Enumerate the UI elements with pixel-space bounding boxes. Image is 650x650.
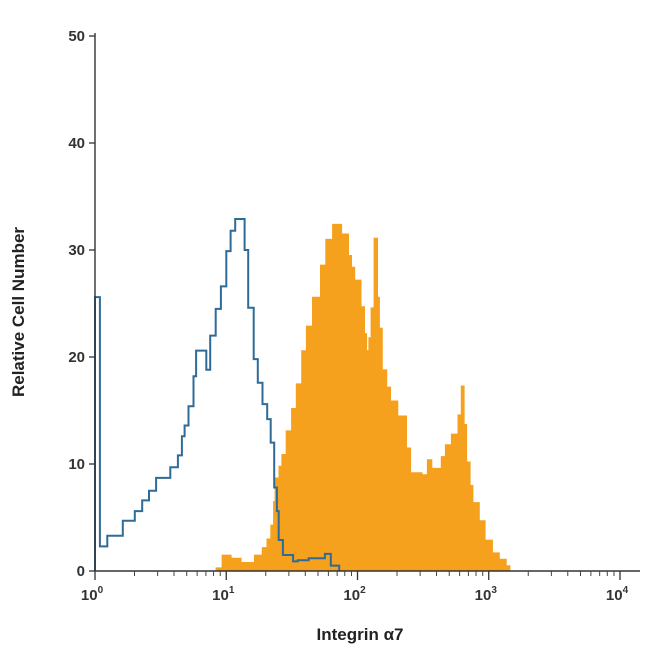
x-tick-label-base: 10 (81, 587, 98, 604)
x-axis-title: Integrin α7 (317, 625, 404, 644)
x-tick-label-base: 10 (475, 587, 492, 604)
histogram-outline-series (94, 218, 341, 571)
y-tick-label: 50 (68, 28, 85, 45)
x-tick-label-exponent: 4 (623, 585, 629, 596)
x-tick-label-base: 10 (606, 587, 623, 604)
x-tick-label-exponent: 3 (491, 585, 497, 596)
y-tick-label: 40 (68, 135, 85, 152)
histogram-filled-series (215, 223, 511, 572)
x-tick-label-base: 10 (212, 587, 229, 604)
x-tick-label-exponent: 2 (360, 585, 366, 596)
x-tick-label: 104 (606, 585, 629, 604)
x-tick-label-exponent: 1 (229, 585, 235, 596)
y-tick-label: 20 (68, 349, 85, 366)
x-tick-label: 101 (212, 585, 235, 604)
x-tick-label-base: 10 (343, 587, 360, 604)
y-tick-label: 10 (68, 456, 85, 473)
y-tick-label: 30 (68, 242, 85, 259)
x-tick-label-exponent: 0 (98, 585, 104, 596)
x-tick-label: 103 (475, 585, 498, 604)
x-tick-label: 102 (343, 585, 366, 604)
y-tick-label: 0 (77, 563, 85, 580)
y-axis-title: Relative Cell Number (9, 227, 28, 397)
x-tick-label: 100 (81, 585, 104, 604)
plot-area (94, 218, 511, 572)
